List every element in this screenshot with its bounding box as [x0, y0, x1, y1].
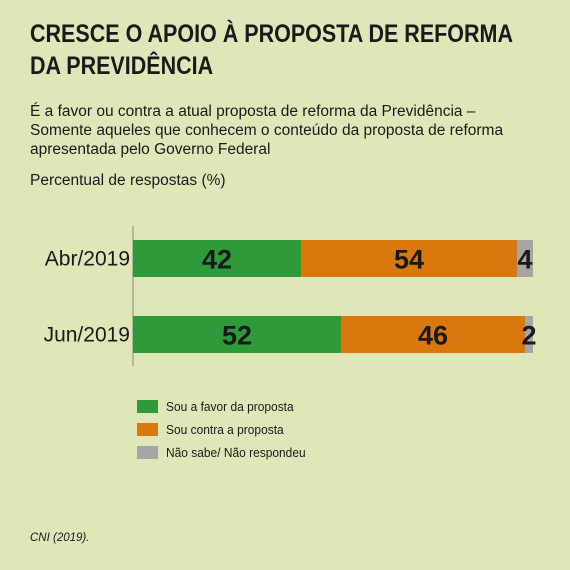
stacked-bar-chart: Abr/2019 42 54 4 Jun/2019 52 46 2: [44, 226, 537, 366]
category-label-jun-2019: Jun/2019: [44, 324, 130, 347]
bar-segment-abr-2019-s2: [517, 240, 533, 277]
bar-segment-abr-2019-s1: [301, 240, 517, 277]
bar-segment-abr-2019-s0: [133, 240, 301, 277]
legend-label-contra: Sou contra a proposta: [166, 422, 284, 437]
legend-item-favor: Sou a favor da proposta: [137, 395, 318, 418]
unit-label: Percentual de respostas (%): [30, 172, 226, 189]
legend-swatch-nao-sabe: [137, 446, 158, 459]
data-label-abr-2019-s2: 4: [517, 245, 532, 275]
legend-item-contra: Sou contra a proposta: [137, 418, 318, 441]
legend: Sou a favor da proposta Sou contra a pro…: [137, 395, 318, 464]
legend-label-nao-sabe: Não sabe/ Não respondeu: [166, 445, 306, 460]
legend-label-favor: Sou a favor da proposta: [166, 399, 294, 414]
data-label-jun-2019-s1: 46: [418, 321, 448, 351]
bar-segment-jun-2019-s1: [341, 316, 525, 353]
chart-subtitle: É a favor ou contra a atual proposta de …: [30, 103, 504, 158]
data-label-jun-2019-s0: 52: [222, 321, 252, 351]
legend-swatch-favor: [137, 400, 158, 413]
bar-segment-jun-2019-s0: [133, 316, 341, 353]
chart-title: CRESCE O APOIO À PROPOSTA DE REFORMA DA …: [30, 20, 513, 80]
legend-item-nao-sabe: Não sabe/ Não respondeu: [137, 441, 318, 464]
data-label-abr-2019-s1: 54: [394, 245, 424, 275]
data-label-jun-2019-s2: 2: [521, 321, 536, 351]
category-label-abr-2019: Abr/2019: [45, 248, 130, 271]
bar-segment-jun-2019-s2: [525, 316, 533, 353]
legend-swatch-contra: [137, 423, 158, 436]
source-note: CNI (2019).: [30, 532, 90, 544]
data-label-abr-2019-s0: 42: [202, 245, 232, 275]
